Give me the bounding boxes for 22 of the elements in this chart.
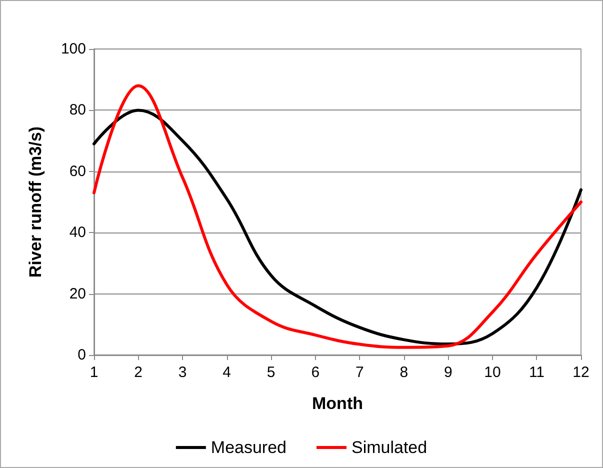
y-tick-label: 40 [69,224,86,242]
legend-label: Measured [210,438,287,457]
y-tick-label: 0 [78,346,86,364]
y-tick-label: 100 [60,40,86,58]
legend-label: Simulated [352,438,428,457]
x-tick-label: 7 [355,364,364,381]
x-tick-label: 10 [484,364,501,381]
y-tick-label: 60 [69,162,86,180]
x-tick-label: 4 [222,364,231,381]
x-tick-label: 1 [90,364,98,381]
y-tick-label: 80 [69,102,86,119]
x-tick-label: 3 [178,364,187,381]
y-tick-label: 20 [69,285,86,302]
x-tick-label: 6 [311,364,320,381]
x-tick-label: 12 [572,364,590,381]
x-tick-label: 5 [266,364,276,381]
x-tick-label: 9 [444,364,452,381]
y-axis-title: River runoff (m3/s) [26,126,45,278]
x-tick-label: 8 [400,364,408,381]
x-tick-label: 2 [134,364,142,381]
x-tick-label: 11 [528,364,545,381]
x-axis-title: Month [312,394,363,413]
